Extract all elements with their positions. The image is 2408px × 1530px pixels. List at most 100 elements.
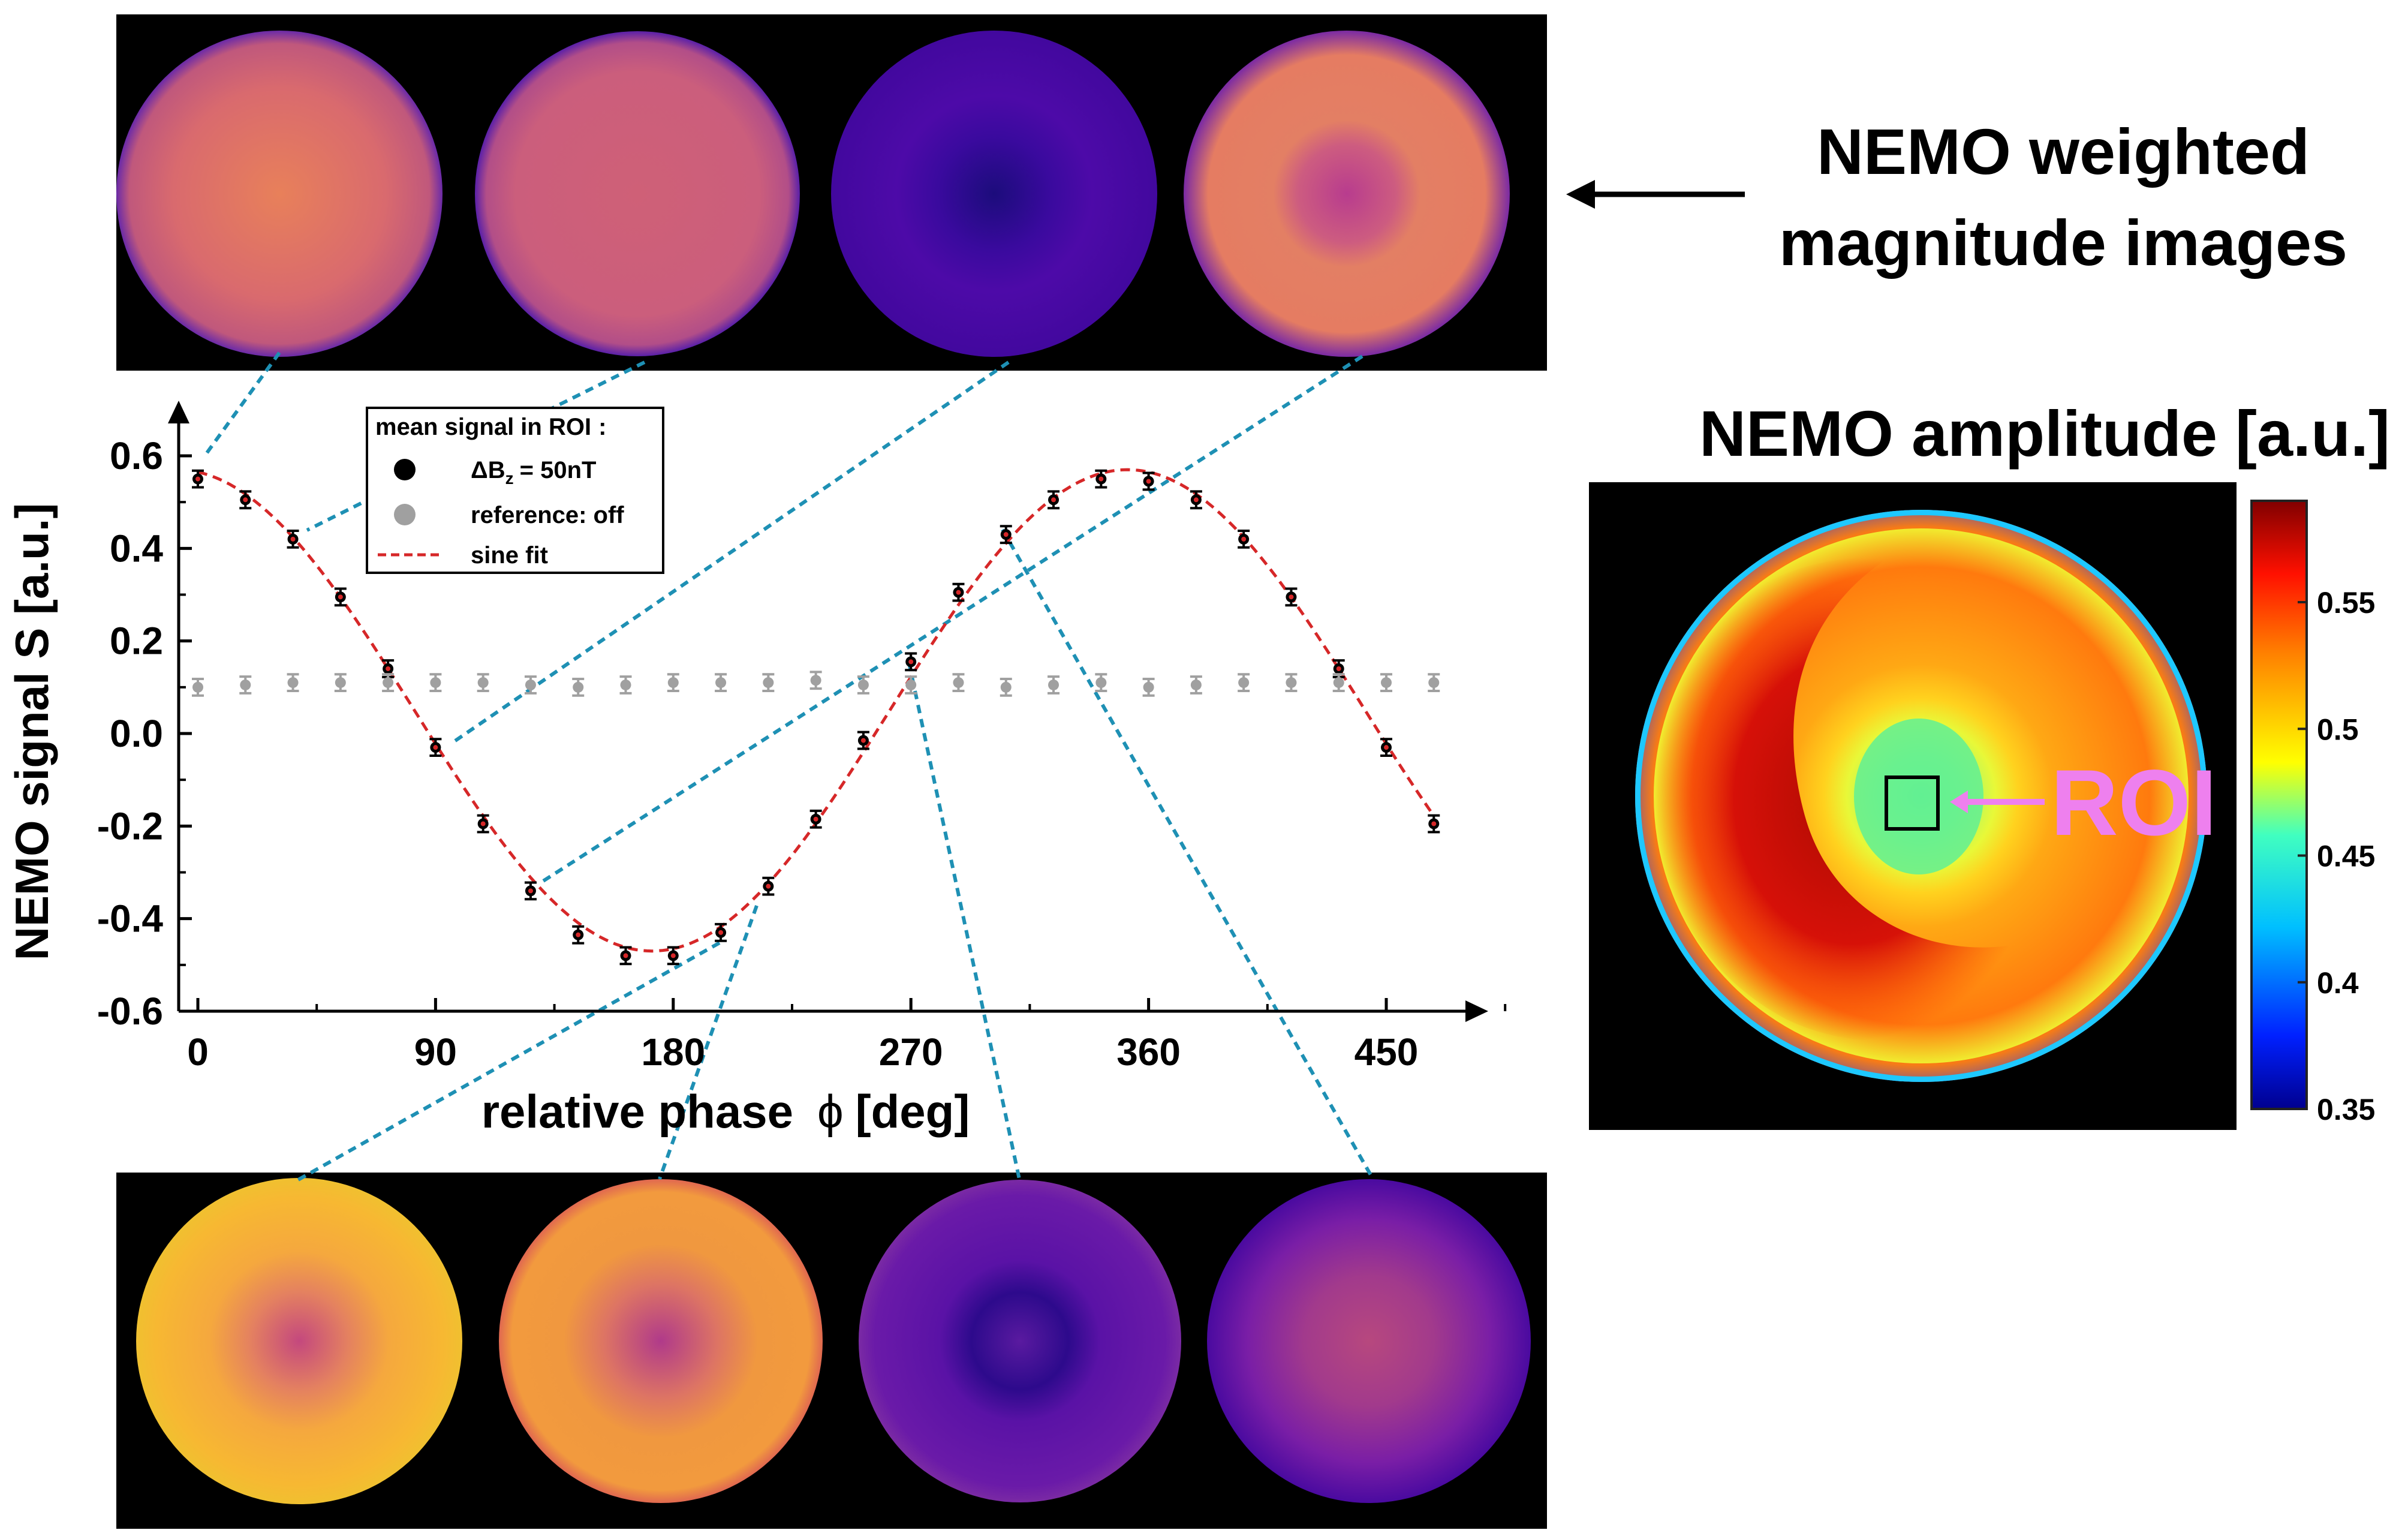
data-point-50nT-fit-overlay — [860, 738, 866, 743]
data-point-reference — [1000, 681, 1012, 693]
data-point-reference — [1190, 679, 1202, 690]
connector-bottom-3 — [907, 662, 1021, 1180]
connector-top-1 — [202, 351, 281, 458]
legend-marker-reference — [394, 504, 416, 525]
colorbar-ticks: 0.55 0.5 0.45 0.4 0.35 — [2298, 586, 2375, 1126]
chart-axes: 0.6 0.4 0.2 0.0 -0.2 -0.4 -0.6 0 90 180 270 360 450 — [97, 401, 1507, 1074]
connector-bottom-4 — [1001, 528, 1375, 1180]
legend-label-50nT-main: ΔB — [471, 457, 505, 483]
data-point-reference — [1095, 677, 1107, 689]
legend-label-50nT-sub: z — [505, 469, 514, 488]
x-axis-label: relative phase ϕ [deg] — [481, 1085, 970, 1138]
data-point-50nT-fit-overlay — [908, 659, 914, 665]
colorbar — [2250, 500, 2308, 1110]
colorbar-tick-label: 0.55 — [2317, 586, 2375, 620]
amplitude-high-region — [1655, 557, 2051, 1041]
amplitude-map-detail — [1635, 510, 2207, 1082]
data-point-reference — [1428, 677, 1440, 689]
data-point-50nT-fit-overlay — [718, 930, 724, 935]
connector-lines — [202, 351, 1375, 1183]
data-point-reference — [1238, 677, 1250, 689]
data-point-reference — [1286, 677, 1297, 689]
roi-label: ROI — [2051, 751, 2217, 855]
legend: mean signal in ROI: ΔBz = 50nT reference:… — [366, 407, 664, 574]
data-point-50nT-fit-overlay — [1146, 479, 1151, 484]
data-point-50nT-fit-overlay — [1241, 536, 1247, 542]
data-point-reference — [715, 677, 727, 689]
data-point-reference — [192, 681, 203, 693]
magnitude-image-bottom-2 — [499, 1179, 823, 1503]
data-point-reference — [335, 677, 346, 689]
x-tick-label: 450 — [1354, 1030, 1419, 1074]
data-point-50nT-fit-overlay — [338, 594, 343, 600]
data-point-reference — [525, 679, 536, 690]
colorbar-tick-label: 0.4 — [2317, 966, 2359, 1000]
x-tick-label: 180 — [641, 1030, 705, 1074]
amplitude-edge — [1635, 510, 2207, 1082]
data-point-50nT-fit-overlay — [480, 821, 486, 826]
data-point-50nT-fit-overlay — [813, 816, 818, 822]
data-point-50nT-fit-overlay — [623, 953, 628, 958]
data-point-50nT-fit-overlay — [766, 883, 771, 889]
magnitude-image-top-2 — [475, 31, 800, 356]
data-point-reference — [240, 679, 251, 690]
data-point-reference — [667, 677, 679, 689]
y-tick-label: -0.4 — [97, 897, 164, 940]
colorbar-tick-label: 0.45 — [2317, 840, 2375, 873]
legend-label-fit: sine fit — [471, 542, 548, 569]
data-point-50nT-fit-overlay — [386, 666, 391, 671]
data-point-50nT-fit-overlay — [1098, 476, 1104, 482]
data-point-50nT-fit-overlay — [1051, 497, 1056, 503]
connector-top-3 — [450, 360, 1010, 746]
y-tick-label: 0.2 — [110, 620, 163, 663]
legend-label-50nT-rest: = 50nT — [520, 457, 597, 483]
magnitude-image-top-3 — [831, 31, 1157, 357]
magnitude-image-bottom-3 — [859, 1180, 1181, 1502]
top-magnitude-strip — [116, 14, 1547, 371]
data-point-reference — [1381, 677, 1392, 689]
y-tick-label: 0.4 — [110, 527, 163, 570]
magnitude-annotation: NEMO weighted magnitude images — [1566, 115, 2347, 279]
connector-bottom-2 — [658, 904, 758, 1180]
data-point-50nT-fit-overlay — [1193, 497, 1199, 503]
data-point-reference — [477, 677, 489, 689]
x-tick-label: 360 — [1116, 1030, 1181, 1074]
data-point-reference — [763, 677, 774, 689]
x-axis-arrow — [1465, 1000, 1488, 1022]
roi-arrow-head — [1950, 790, 1968, 813]
y-tick-label: -0.2 — [97, 804, 163, 847]
x-tick-label: 0 — [187, 1030, 209, 1074]
data-point-50nT-fit-overlay — [1003, 532, 1009, 537]
magnitude-image-bottom-1 — [136, 1178, 462, 1504]
connector-bottom-1 — [294, 941, 721, 1183]
legend-box — [366, 407, 664, 574]
points-layer — [192, 469, 1440, 966]
data-point-reference — [287, 677, 299, 689]
data-point-reference — [857, 679, 869, 690]
data-point-50nT-fit-overlay — [1384, 745, 1389, 750]
data-point-50nT-fit-overlay — [1289, 594, 1294, 600]
bottom-magnitude-strip — [116, 1173, 1547, 1529]
data-point-reference — [430, 677, 441, 689]
connector-top-4 — [537, 354, 1363, 886]
data-point-50nT-fit-overlay — [195, 476, 200, 482]
magnitude-image-top-4 — [1184, 31, 1510, 357]
data-point-50nT-fit-overlay — [576, 932, 581, 937]
x-axis-label-symbol: ϕ — [817, 1085, 844, 1138]
data-point-reference — [905, 679, 917, 690]
roi-box — [1885, 775, 1940, 831]
y-tick-label: 0.0 — [110, 712, 163, 755]
data-point-50nT-fit-overlay — [433, 745, 438, 750]
magnitude-title-line2: magnitude images — [1779, 206, 2347, 279]
data-point-50nT-fit-overlay — [528, 888, 533, 894]
legend-label-50nT: ΔBz = 50nT — [471, 457, 596, 488]
magnitude-image-top-1 — [116, 31, 443, 357]
amplitude-map-panel: NEMO amplitude [a.u.] ROI 0.55 0.5 0.45 0.4… — [1589, 397, 2390, 1130]
x-tick-label: 90 — [414, 1030, 457, 1074]
y-tick-label: 0.6 — [110, 434, 163, 477]
data-point-50nT-fit-overlay — [670, 953, 676, 958]
colorbar-tick-label: 0.35 — [2317, 1093, 2375, 1126]
annotation-arrow-head — [1566, 180, 1595, 209]
y-tick-label: -0.6 — [97, 990, 163, 1033]
